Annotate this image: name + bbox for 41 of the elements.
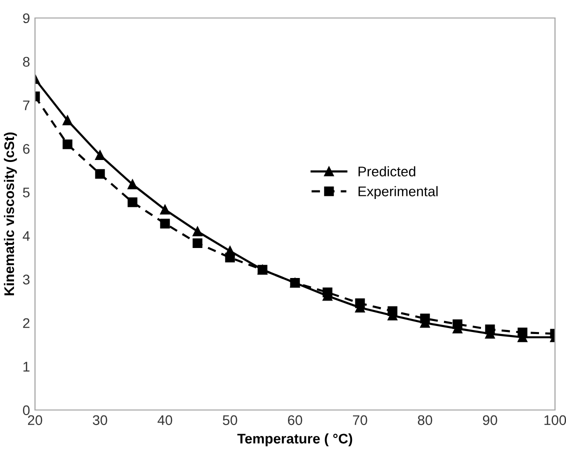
y-tick-label: 6 [23, 144, 30, 154]
x-tick-label: 60 [288, 415, 302, 426]
legend-label: Experimental [358, 186, 438, 200]
x-tick-label: 20 [28, 415, 42, 426]
x-tick-label: 40 [158, 415, 172, 426]
y-tick-label: 4 [22, 231, 30, 241]
point [128, 197, 138, 208]
point [485, 324, 495, 334]
y-tick-label: 0 [22, 405, 30, 416]
y-tick-label: 8 [23, 56, 30, 67]
point [62, 139, 72, 150]
y-tick-label: 3 [22, 274, 30, 285]
point [355, 298, 365, 308]
legend-label: Predicted [358, 166, 416, 176]
y-axis-title: Kinematic viscosity (cSt) [4, 132, 17, 296]
point [192, 238, 202, 248]
y-tick-label: 1 [23, 362, 30, 372]
y-tick-label: 9 [23, 13, 30, 24]
point [225, 252, 235, 262]
y-tick-label: 2 [23, 318, 30, 328]
point [128, 180, 138, 190]
point [322, 288, 332, 298]
point [388, 306, 398, 316]
point [192, 226, 202, 236]
x-tick-label: 80 [418, 415, 432, 426]
point [95, 169, 105, 179]
point [420, 314, 430, 324]
x-axis-title: Temperature ( °C) [237, 433, 352, 446]
y-tick-label: 5 [22, 188, 30, 198]
point [95, 150, 105, 160]
y-tick-label: 7 [23, 100, 30, 110]
point [518, 328, 528, 338]
point [160, 218, 170, 228]
x-tick-label: 30 [92, 415, 108, 426]
point [160, 204, 170, 215]
point [452, 319, 462, 330]
x-tick-label: 70 [352, 415, 368, 426]
x-tick-label: 90 [482, 415, 498, 426]
x-tick-label: 50 [222, 415, 238, 426]
x-tick-label: 100 [544, 415, 566, 426]
point [62, 115, 72, 126]
